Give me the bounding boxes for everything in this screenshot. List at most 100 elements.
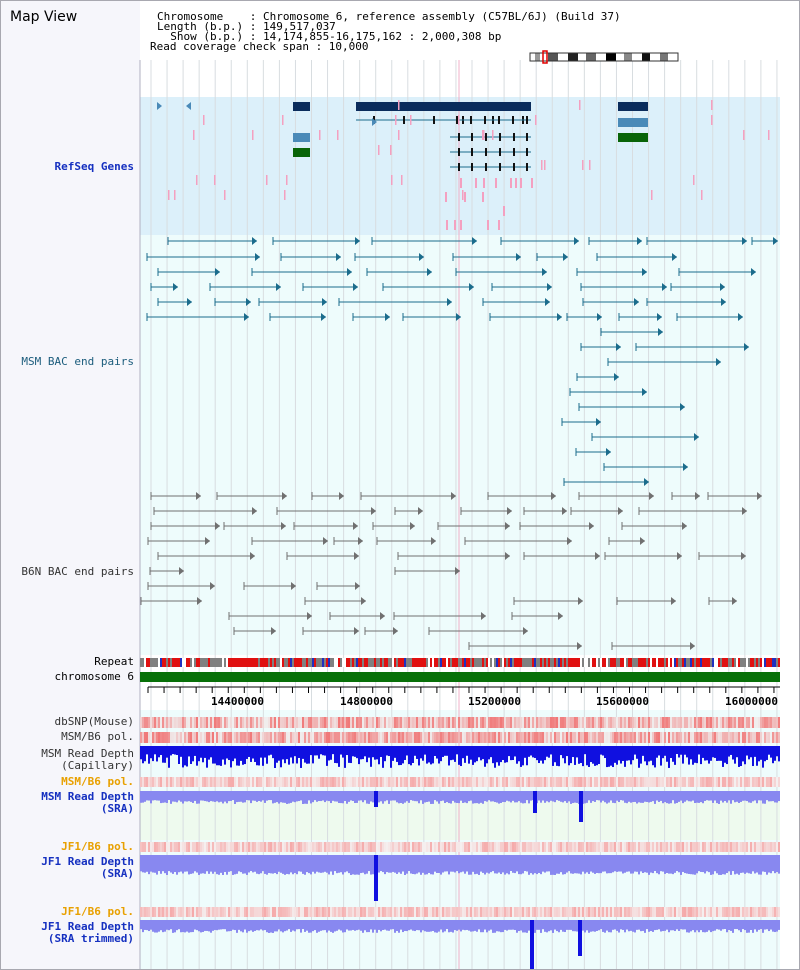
heatmap-cell	[266, 842, 268, 852]
heatmap-cell	[532, 717, 534, 728]
heatmap-cell	[152, 717, 154, 728]
repeat-segment	[412, 658, 414, 667]
depth-bar	[586, 791, 588, 803]
repeat-segment	[770, 658, 772, 667]
heatmap-cell	[618, 777, 620, 787]
heatmap-cell	[514, 842, 516, 852]
bac-end-arrow	[606, 448, 611, 456]
depth-bar	[772, 920, 774, 932]
heatmap-cell	[570, 907, 572, 917]
depth-bar	[322, 791, 324, 801]
heatmap-cell	[278, 777, 280, 787]
depth-bar	[564, 791, 566, 802]
repeat-segment	[184, 658, 186, 667]
depth-bar	[558, 746, 560, 767]
depth-bar	[222, 855, 224, 875]
heatmap-cell	[222, 732, 224, 743]
depth-bar	[192, 855, 194, 874]
chromosome-bar	[140, 672, 780, 682]
depth-bar	[546, 746, 548, 757]
pink-feature	[378, 145, 380, 155]
heatmap-cell	[738, 777, 740, 787]
heatmap-cell	[332, 717, 334, 728]
depth-bar	[318, 746, 320, 759]
depth-bar	[728, 855, 730, 872]
depth-spike	[374, 855, 378, 901]
bac-end-arrow	[597, 313, 602, 321]
depth-bar	[704, 920, 706, 933]
heatmap-cell	[608, 777, 610, 787]
repeat-segment	[542, 658, 544, 667]
heatmap-cell	[534, 842, 536, 852]
heatmap-cell	[382, 717, 384, 728]
depth-bar	[308, 920, 310, 933]
depth-bar	[466, 791, 468, 804]
bac-end-arrow	[563, 253, 568, 261]
heatmap-cell	[200, 907, 202, 917]
heatmap-cell	[626, 842, 628, 852]
depth-bar	[388, 746, 390, 757]
depth-bar	[696, 791, 698, 803]
heatmap-cell	[238, 732, 240, 743]
depth-bar	[750, 791, 752, 803]
pink-feature	[475, 178, 477, 188]
depth-bar	[218, 791, 220, 803]
heatmap-cell	[174, 732, 176, 743]
heatmap-cell	[292, 732, 294, 743]
heatmap-cell	[646, 842, 648, 852]
heatmap-cell	[510, 777, 512, 787]
depth-bar	[498, 855, 500, 873]
depth-bar	[270, 746, 272, 755]
depth-bar	[420, 855, 422, 875]
depth-bar	[220, 791, 222, 802]
heatmap-cell	[562, 717, 564, 728]
heatmap-cell	[642, 777, 644, 787]
heatmap-cell	[144, 732, 146, 743]
heatmap-cell	[278, 717, 280, 728]
repeat-segment	[450, 658, 452, 667]
depth-bar	[258, 746, 260, 766]
heatmap-cell	[480, 842, 482, 852]
heatmap-cell	[640, 907, 642, 917]
depth-bar	[714, 746, 716, 758]
repeat-segment	[358, 658, 360, 667]
depth-bar	[248, 791, 250, 801]
depth-bar	[620, 791, 622, 801]
depth-bar	[260, 855, 262, 874]
page-title: Map View	[10, 9, 78, 25]
repeat-segment	[710, 658, 712, 667]
depth-bar	[166, 746, 168, 758]
depth-bar	[322, 920, 324, 931]
heatmap-cell	[446, 907, 448, 917]
depth-bar	[528, 920, 530, 931]
depth-bar	[268, 746, 270, 756]
depth-bar	[156, 746, 158, 762]
depth-bar	[342, 746, 344, 758]
heatmap-cell	[380, 717, 382, 728]
repeat-segment	[524, 658, 526, 667]
repeat-segment	[316, 658, 318, 667]
repeat-segment	[644, 658, 646, 667]
heatmap-cell	[518, 732, 520, 743]
heatmap-cell	[446, 732, 448, 743]
depth-bar	[700, 855, 702, 872]
heatmap-cell	[374, 717, 376, 728]
depth-bar	[354, 746, 356, 757]
depth-bar	[202, 855, 204, 874]
depth-bar	[762, 791, 764, 804]
heatmap-cell	[680, 842, 682, 852]
depth-bar	[190, 855, 192, 874]
pink-feature	[482, 130, 484, 140]
heatmap-cell	[422, 732, 424, 743]
heatmap-cell	[284, 907, 286, 917]
heatmap-cell	[694, 907, 696, 917]
repeat-segment	[596, 658, 598, 667]
depth-bar	[604, 791, 606, 803]
heatmap-cell	[174, 842, 176, 852]
heatmap-cell	[630, 907, 632, 917]
heatmap-cell	[570, 842, 572, 852]
depth-bar	[252, 746, 254, 759]
bac-end-arrow	[347, 268, 352, 276]
depth-bar	[630, 746, 632, 765]
